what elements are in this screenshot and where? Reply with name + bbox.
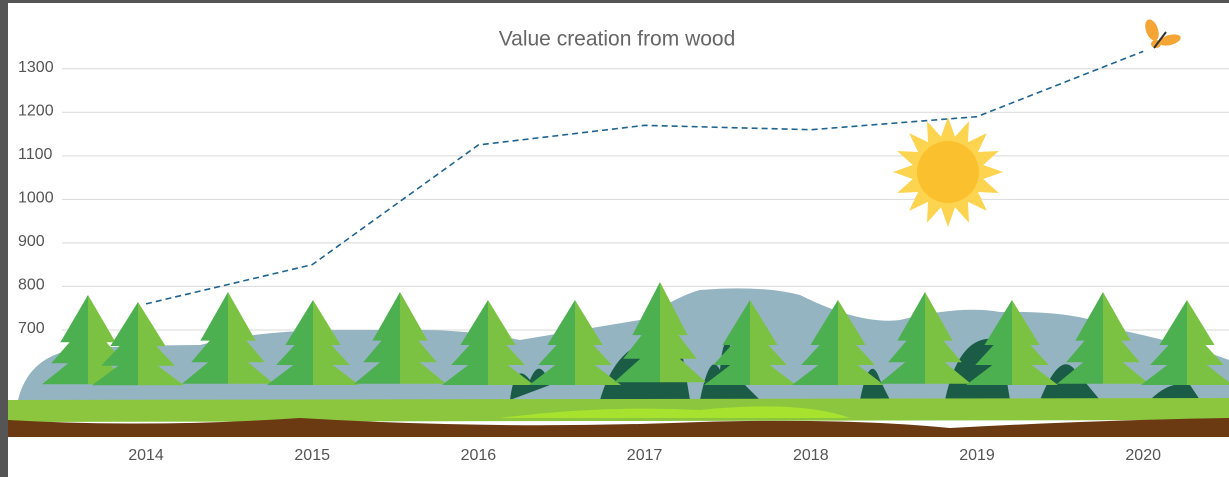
tree-layer-dark (42, 347, 88, 385)
tree (354, 292, 446, 414)
tree-layer-light (313, 350, 359, 385)
x-tick-label: 2019 (959, 447, 995, 464)
tree-layer-dark (704, 350, 750, 385)
data-line (145, 50, 1144, 305)
y-tick-label: 800 (18, 277, 45, 294)
y-tick-label: 900 (18, 233, 45, 250)
tree (1057, 292, 1149, 414)
sun (893, 117, 1003, 227)
tree-layer-dark (538, 325, 575, 365)
tree-layer-light (138, 351, 184, 386)
tree-layer-light (1187, 325, 1224, 365)
tree-layer-dark (1057, 346, 1103, 384)
tree-layer-dark (975, 325, 1012, 365)
tree-layer-dark (182, 346, 228, 384)
tree-layer-dark (267, 350, 313, 385)
y-tick-label: 1000 (18, 190, 54, 207)
tree-layer-light (1187, 350, 1229, 385)
y-tick-label: 700 (18, 320, 45, 337)
tree-layer-dark (442, 350, 488, 385)
x-tick-label: 2018 (793, 447, 829, 464)
y-tick-label: 1300 (18, 59, 54, 76)
tree-layer-light (575, 350, 621, 385)
tree-layer-light (1103, 319, 1140, 363)
x-tick-label: 2015 (294, 447, 330, 464)
tree-layer-light (750, 350, 796, 385)
butterfly-body (1153, 31, 1167, 49)
grass-light (500, 406, 850, 418)
tree (92, 302, 184, 414)
chart-title: Value creation from wood (499, 28, 736, 51)
tree-layer-light (88, 321, 125, 364)
y-tick-label: 1100 (18, 146, 53, 163)
tree-layer-dark (191, 319, 228, 363)
butterfly-wing (1145, 19, 1159, 41)
tree-layer-light (138, 326, 175, 366)
tree-layer-dark (713, 325, 750, 365)
soil (8, 418, 1229, 437)
tree (966, 300, 1058, 414)
tree (529, 300, 621, 414)
tree-layer-dark (101, 326, 138, 366)
tree-layer-dark (92, 351, 138, 386)
tree-layer-light (313, 325, 350, 365)
tree (442, 300, 534, 414)
tree-layer-dark (966, 350, 1012, 385)
x-tick-label: 2020 (1125, 447, 1161, 464)
tree (182, 292, 274, 414)
tree-layer-dark (363, 319, 400, 363)
y-tick-label: 1200 (18, 103, 54, 120)
tree-layer-dark (801, 325, 838, 365)
tree-layer-light (660, 311, 697, 359)
tree (792, 300, 884, 414)
tree-layer-dark (354, 346, 400, 384)
tree-layer-light (488, 325, 525, 365)
tree-layer-dark (614, 341, 660, 383)
sun-disc (917, 141, 979, 203)
tree-layer-light (488, 350, 534, 385)
x-tick-label: 2017 (627, 447, 663, 464)
grid (62, 68, 1229, 331)
tree-layer-light (1012, 325, 1049, 365)
tree-layer-dark (451, 325, 488, 365)
x-tick-label: 2016 (461, 447, 497, 464)
tree (1141, 300, 1229, 414)
x-tick-label: 2014 (128, 447, 164, 464)
tree-layer-dark (792, 350, 838, 385)
tree-layer-light (1103, 346, 1149, 384)
tree-layer-dark (1150, 325, 1187, 365)
tree-layer-dark (51, 321, 88, 364)
tree-layer-light (838, 350, 884, 385)
tree-layer-dark (276, 325, 313, 365)
tree (614, 282, 706, 414)
tree-layer-dark (623, 311, 660, 359)
tree-layer-light (925, 346, 971, 384)
bushes (510, 338, 1200, 400)
butterfly-wing (1159, 34, 1181, 46)
tree-layer-light (750, 325, 787, 365)
tree-layer-light (575, 325, 612, 365)
tree-layer-light (228, 346, 274, 384)
tree-layer-light (400, 319, 437, 363)
tree-layer-light (660, 341, 706, 383)
tree-layer-light (400, 346, 446, 384)
top-border (0, 0, 1229, 3)
tree-layer-dark (1066, 319, 1103, 363)
tree-layer-light (838, 325, 875, 365)
tree-layer-dark (529, 350, 575, 385)
left-border (0, 0, 8, 477)
tree-layer-light (925, 319, 962, 363)
tree (704, 300, 796, 414)
butterfly (1145, 19, 1181, 49)
tree-layer-light (1012, 350, 1058, 385)
trees (42, 282, 1229, 414)
tree-layer-dark (879, 346, 925, 384)
tree-layer-dark (1141, 350, 1187, 385)
tree-layer-dark (888, 319, 925, 363)
tree-layer-light (228, 319, 265, 363)
